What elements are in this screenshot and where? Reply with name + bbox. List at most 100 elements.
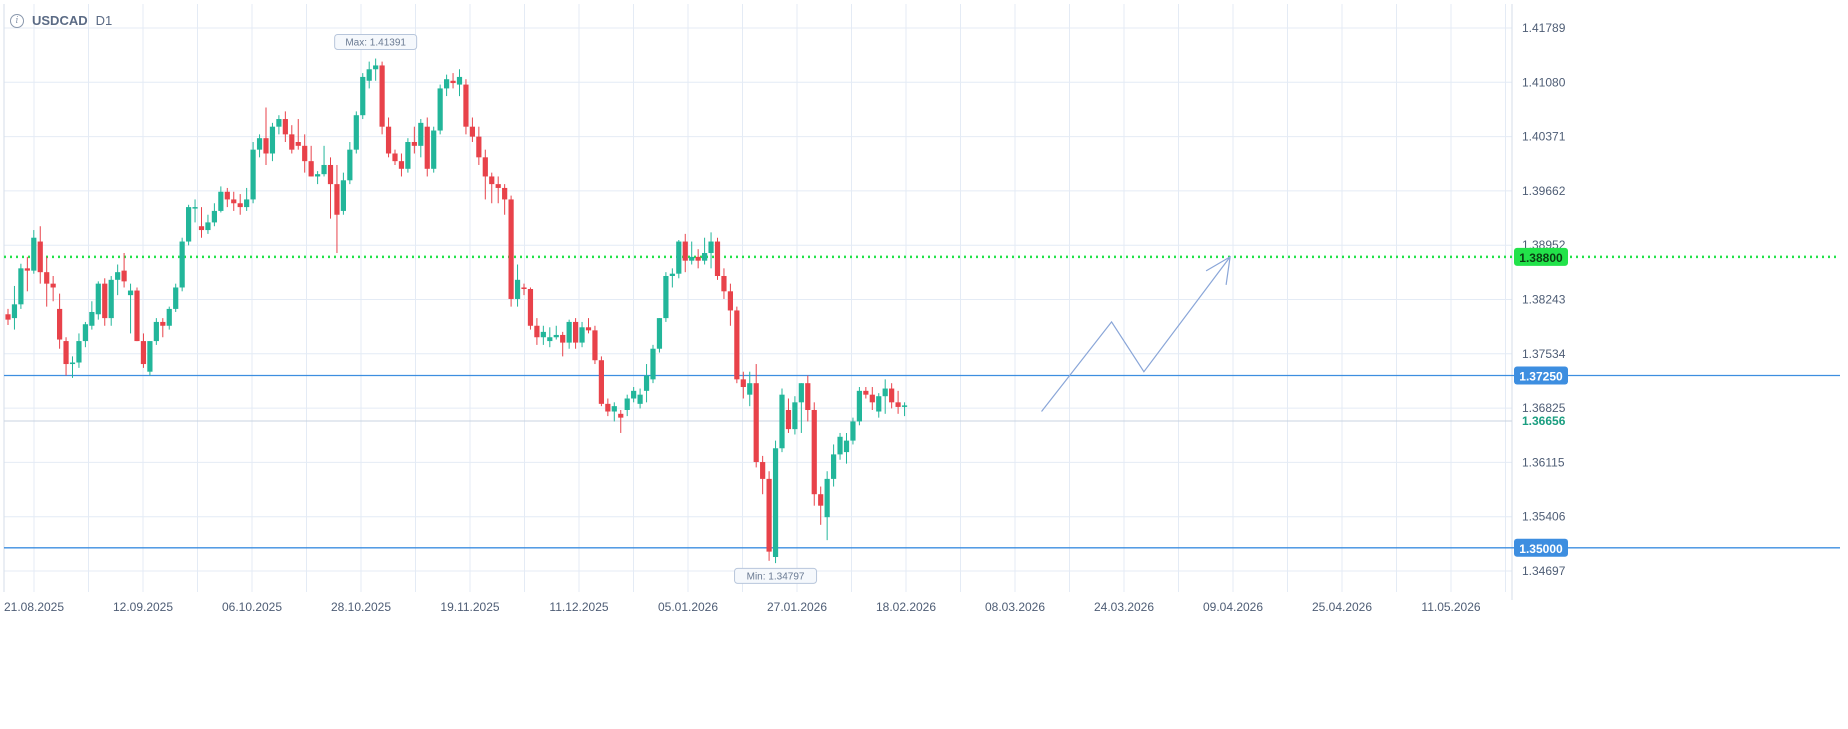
candle-body (463, 84, 469, 127)
candle (385, 117, 392, 158)
candle (618, 409, 624, 433)
y-tick-label: 1.41080 (1522, 75, 1566, 89)
level-label: 1.38800 (1519, 251, 1563, 265)
candle-body (160, 321, 166, 326)
candle-body (476, 136, 482, 158)
candle (82, 321, 88, 348)
candle-body (76, 341, 82, 363)
candle (863, 387, 869, 399)
candle-body (760, 462, 766, 479)
x-tick-label: 11.05.2026 (1421, 600, 1480, 614)
candle-body (901, 405, 908, 407)
candle (160, 318, 166, 338)
y-tick-label: 1.41789 (1522, 21, 1566, 35)
candle (714, 237, 721, 280)
candle-body (140, 341, 147, 365)
candle-body (231, 199, 237, 204)
candle-body (469, 126, 475, 137)
candle-body (269, 126, 276, 154)
candle (792, 396, 798, 435)
candle (153, 318, 159, 345)
candle (250, 142, 256, 204)
candle (843, 432, 850, 464)
candle (895, 390, 901, 414)
candle (850, 417, 856, 445)
symbol-label[interactable]: USDCAD (32, 13, 88, 28)
candle-body (263, 138, 269, 154)
candle (269, 122, 276, 162)
candle-body (631, 390, 637, 399)
candle-body (211, 210, 217, 223)
y-tick-label: 1.38243 (1522, 293, 1566, 307)
candle-body (714, 241, 721, 276)
candle (392, 149, 398, 165)
candle (869, 387, 875, 410)
candle-body (573, 321, 579, 343)
candle (102, 278, 108, 326)
candle-body (353, 115, 359, 150)
candle-body (740, 379, 746, 388)
candle (179, 237, 185, 292)
candle (656, 318, 663, 353)
candle-body (547, 337, 553, 342)
candle-body (611, 406, 617, 412)
x-tick-label: 08.03.2026 (985, 600, 1045, 614)
candle-body (637, 394, 643, 404)
candle (831, 444, 837, 487)
candle-body (592, 330, 598, 361)
level-badge-1.35000 (1514, 538, 1568, 557)
candle-body (24, 268, 30, 271)
candle-body (805, 383, 811, 410)
candle (24, 256, 30, 292)
candle-body (650, 348, 656, 380)
candle (637, 388, 643, 409)
candle (476, 126, 482, 165)
candle-body (366, 69, 372, 81)
candle (818, 486, 824, 525)
candle (805, 375, 811, 422)
candle-body (179, 241, 185, 288)
candle (624, 394, 630, 417)
candle-body (856, 390, 862, 422)
candle (682, 233, 688, 273)
candle (237, 194, 243, 215)
candle-body (334, 184, 340, 215)
candle (198, 207, 205, 238)
candle-body (598, 360, 604, 404)
candle (527, 287, 534, 330)
candle (889, 383, 895, 409)
candle-body (302, 145, 308, 162)
candle-body (340, 180, 346, 211)
candle-body (57, 308, 63, 340)
candle-body (308, 161, 314, 177)
candle-body (379, 65, 385, 127)
candle (502, 184, 508, 215)
candle-body (895, 402, 901, 407)
candle (295, 119, 301, 150)
candle-body (63, 341, 69, 365)
candle-body (295, 142, 301, 146)
x-tick-label: 19.11.2025 (440, 600, 499, 614)
candle (611, 402, 617, 422)
candle-body (244, 199, 250, 208)
y-tick-label: 1.34697 (1522, 564, 1566, 578)
candle-body (676, 241, 682, 274)
candle-body (385, 126, 392, 154)
candle (650, 344, 656, 384)
x-tick-label: 24.03.2026 (1094, 600, 1154, 614)
timeframe-label[interactable]: D1 (95, 13, 113, 28)
candle-body (811, 409, 817, 495)
candle (837, 432, 843, 460)
candle (431, 126, 437, 173)
candle-body (250, 149, 256, 200)
candle (121, 253, 127, 288)
info-icon[interactable]: i (10, 13, 24, 28)
candle-body (882, 388, 888, 397)
candle-body (108, 279, 114, 319)
candle (876, 393, 882, 418)
level-badge-1.38800 (1514, 247, 1568, 266)
candle-body (734, 310, 740, 380)
max-label: Max: 1.41391 (334, 33, 418, 50)
